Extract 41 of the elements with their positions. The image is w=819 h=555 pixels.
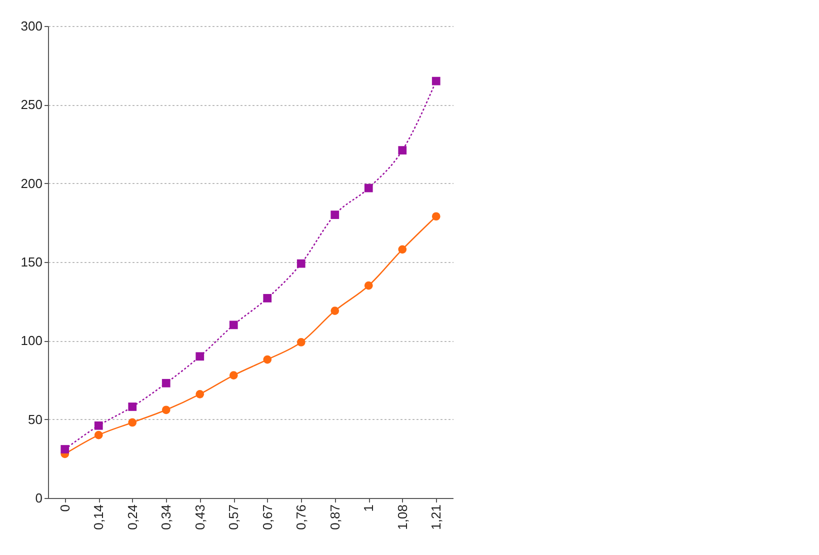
point (398, 146, 407, 154)
point (296, 259, 306, 268)
x-tick-label: 0,76 (294, 504, 309, 530)
y-tick-label: 100 (20, 333, 42, 348)
x-tick-label: 0,14 (91, 504, 106, 530)
point (128, 402, 137, 411)
point (364, 184, 373, 192)
point (398, 245, 407, 254)
x-tick-label: 0,24 (124, 504, 140, 530)
point (162, 378, 170, 388)
point (263, 294, 272, 302)
x-tick-label: 0,87 (327, 504, 342, 530)
point (162, 406, 170, 414)
point (263, 355, 272, 364)
x-tick-label: 0 (57, 504, 72, 512)
point (94, 421, 103, 430)
point (432, 76, 440, 86)
point (60, 445, 70, 454)
point (229, 320, 238, 330)
x-tick-label: 0,43 (192, 504, 208, 530)
point (364, 281, 373, 290)
x-tick-label: 0,57 (226, 504, 242, 530)
point (196, 352, 204, 361)
point (128, 418, 137, 427)
x-tick-label: 1,08 (394, 504, 410, 530)
point (296, 338, 306, 346)
point (94, 430, 103, 440)
x-tick-label: 1 (361, 504, 376, 512)
x-tick-label: 1,21 (428, 504, 444, 530)
point (229, 371, 238, 380)
point (330, 210, 340, 219)
y-tick-label: 150 (20, 254, 42, 270)
y-tick-label: 50 (28, 412, 42, 427)
y-tick-label: 250 (20, 97, 42, 112)
y-tick-label: 300 (20, 18, 42, 34)
y-tick-label: 200 (20, 176, 42, 191)
point (432, 212, 440, 221)
x-tick-label: 0,34 (158, 504, 174, 530)
point (330, 306, 340, 315)
point (196, 390, 204, 398)
x-tick-label: 0,67 (260, 504, 275, 530)
